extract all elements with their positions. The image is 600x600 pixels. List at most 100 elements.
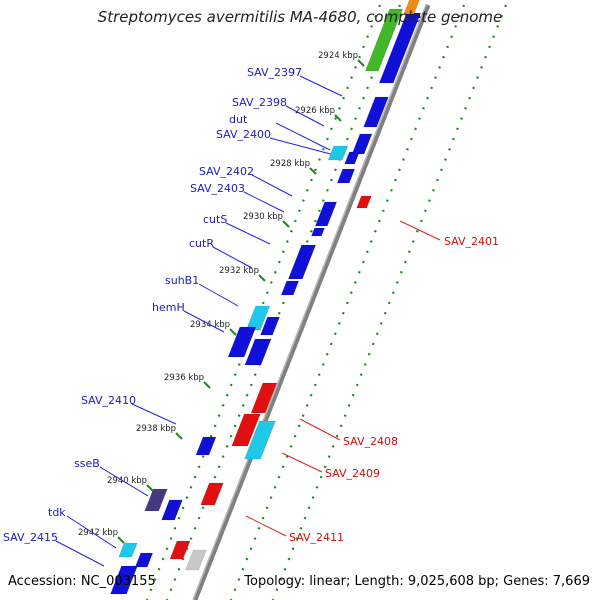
- gene-label-right: SAV_2411: [289, 531, 344, 544]
- dotted-track-2: [165, 4, 402, 600]
- gene-dut: [351, 133, 373, 155]
- left-leader-line: [251, 174, 293, 197]
- kbp-tick-label: 2942 kbp: [78, 528, 118, 538]
- gene-sav-2400: [344, 151, 360, 165]
- accession-text: Accession: NC_003155: [8, 574, 156, 589]
- gene-sav-2408: [231, 413, 261, 447]
- gene-label-left: SAV_2397: [247, 66, 302, 79]
- gene-label-left: SAV_2410: [81, 394, 136, 407]
- topology-text: Topology: linear; Length: 9,025,608 bp; …: [244, 574, 590, 589]
- gene-sav-2400-cyan: [327, 145, 349, 161]
- gene-label-left: cutS: [203, 213, 227, 226]
- kbp-tick-label: 2932 kbp: [219, 266, 259, 276]
- gene-sav-2411: [200, 482, 224, 506]
- gene-blue-pair: [244, 338, 272, 366]
- kbp-ticks: 2924 kbp 2926 kbp 2928 kbp 2930 kbp 2932 kbp…: [78, 51, 365, 544]
- gene-sav-2408-a: [250, 382, 278, 414]
- dotted-track-1: [145, 4, 382, 600]
- gene-sav-2401: [356, 195, 372, 209]
- gene-label-left: hemH: [152, 301, 185, 314]
- gene-label-left: SAV_2415: [3, 531, 58, 544]
- left-leader-line: [225, 222, 271, 245]
- gene-grey-block: [185, 549, 207, 571]
- gene-label-right: SAV_2409: [325, 467, 380, 480]
- kbp-tick-mark: [203, 381, 211, 389]
- kbp-tick-label: 2938 kbp: [136, 424, 176, 434]
- dotted-track-4: [271, 4, 508, 600]
- gene-label-left: SAV_2403: [190, 182, 245, 195]
- gene-label-left: SAV_2398: [232, 96, 287, 109]
- kbp-tick-mark: [309, 167, 317, 175]
- right-leader-line: [281, 452, 323, 473]
- right-leader-line: [245, 515, 287, 537]
- gene-hemh: [260, 316, 280, 336]
- genome-axis-line: [192, 4, 431, 600]
- kbp-tick-mark: [146, 484, 154, 492]
- genome-axis-highlight: [192, 4, 427, 600]
- gene-hemh-cyan: [245, 305, 271, 331]
- gene-suhb1: [280, 280, 300, 296]
- gene-label-left: SAV_2400: [216, 128, 271, 141]
- gene-sav-2397: [378, 12, 422, 84]
- kbp-tick-label: 2924 kbp: [318, 51, 358, 61]
- gene-sav-2415: [110, 565, 138, 595]
- gene-sav-2402: [336, 168, 356, 184]
- left-leader-line: [269, 137, 339, 157]
- gene-label-left: sseB: [74, 457, 100, 470]
- gene-tdk-cyan: [118, 542, 138, 558]
- gene-ssse-dark: [144, 488, 168, 512]
- left-leader-line: [285, 105, 325, 127]
- kbp-tick-label: 2940 kbp: [107, 476, 147, 486]
- gene-hemh-2: [227, 326, 257, 358]
- kbp-tick-label: 2936 kbp: [164, 373, 204, 383]
- gene-red-small: [169, 540, 191, 560]
- gene-orange-block: [403, 0, 420, 15]
- left-leader-line: [55, 540, 105, 567]
- kbp-tick-mark: [258, 274, 266, 282]
- dotted-tracks: [145, 4, 508, 600]
- right-leader-line: [399, 220, 441, 241]
- gene-tdk: [134, 552, 154, 568]
- left-leader-line: [212, 246, 253, 269]
- genome-title: Streptomyces avermitilis MA-4680, comple…: [97, 8, 503, 26]
- gene-label-right: SAV_2401: [444, 235, 499, 248]
- gene-sseb: [161, 499, 183, 521]
- kbp-tick-label: 2930 kbp: [243, 212, 283, 222]
- kbp-tick-label: 2926 kbp: [295, 106, 335, 116]
- gene-label-left: suhB1: [165, 274, 199, 287]
- genome-axis: [192, 4, 431, 600]
- left-leader-line: [275, 122, 331, 151]
- gene-label-left: dut: [229, 113, 248, 126]
- gene-sav-2410: [195, 436, 217, 456]
- label-leader-lines: [55, 75, 441, 567]
- left-leader-line: [198, 283, 239, 307]
- gene-sav-2409: [244, 420, 276, 460]
- gene-label-left: SAV_2402: [199, 165, 254, 178]
- gene-cutr: [287, 244, 317, 280]
- kbp-tick-mark: [229, 328, 237, 336]
- kbp-tick-mark: [282, 220, 290, 228]
- kbp-tick-label: 2928 kbp: [270, 159, 310, 169]
- kbp-tick-mark: [175, 432, 183, 440]
- kbp-tick-mark: [357, 59, 365, 67]
- gene-label-right: SAV_2408: [343, 435, 398, 448]
- gene-features: [110, 0, 422, 595]
- left-leader-line: [99, 466, 149, 497]
- gene-green-block: [364, 8, 404, 72]
- dotted-track-3: [229, 4, 466, 600]
- gene-sav-2403: [314, 201, 338, 227]
- left-leader-line: [183, 310, 225, 333]
- kbp-tick-mark: [334, 114, 342, 122]
- left-leader-line: [243, 191, 285, 213]
- gene-sav-2398: [363, 96, 389, 128]
- left-leader-line: [299, 75, 343, 97]
- left-leader-line: [66, 515, 117, 549]
- left-leader-line: [131, 403, 177, 425]
- right-leader-line: [299, 418, 341, 441]
- gene-label-left: tdk: [48, 506, 66, 519]
- gene-label-left: cutR: [189, 237, 214, 250]
- kbp-tick-mark: [117, 536, 125, 544]
